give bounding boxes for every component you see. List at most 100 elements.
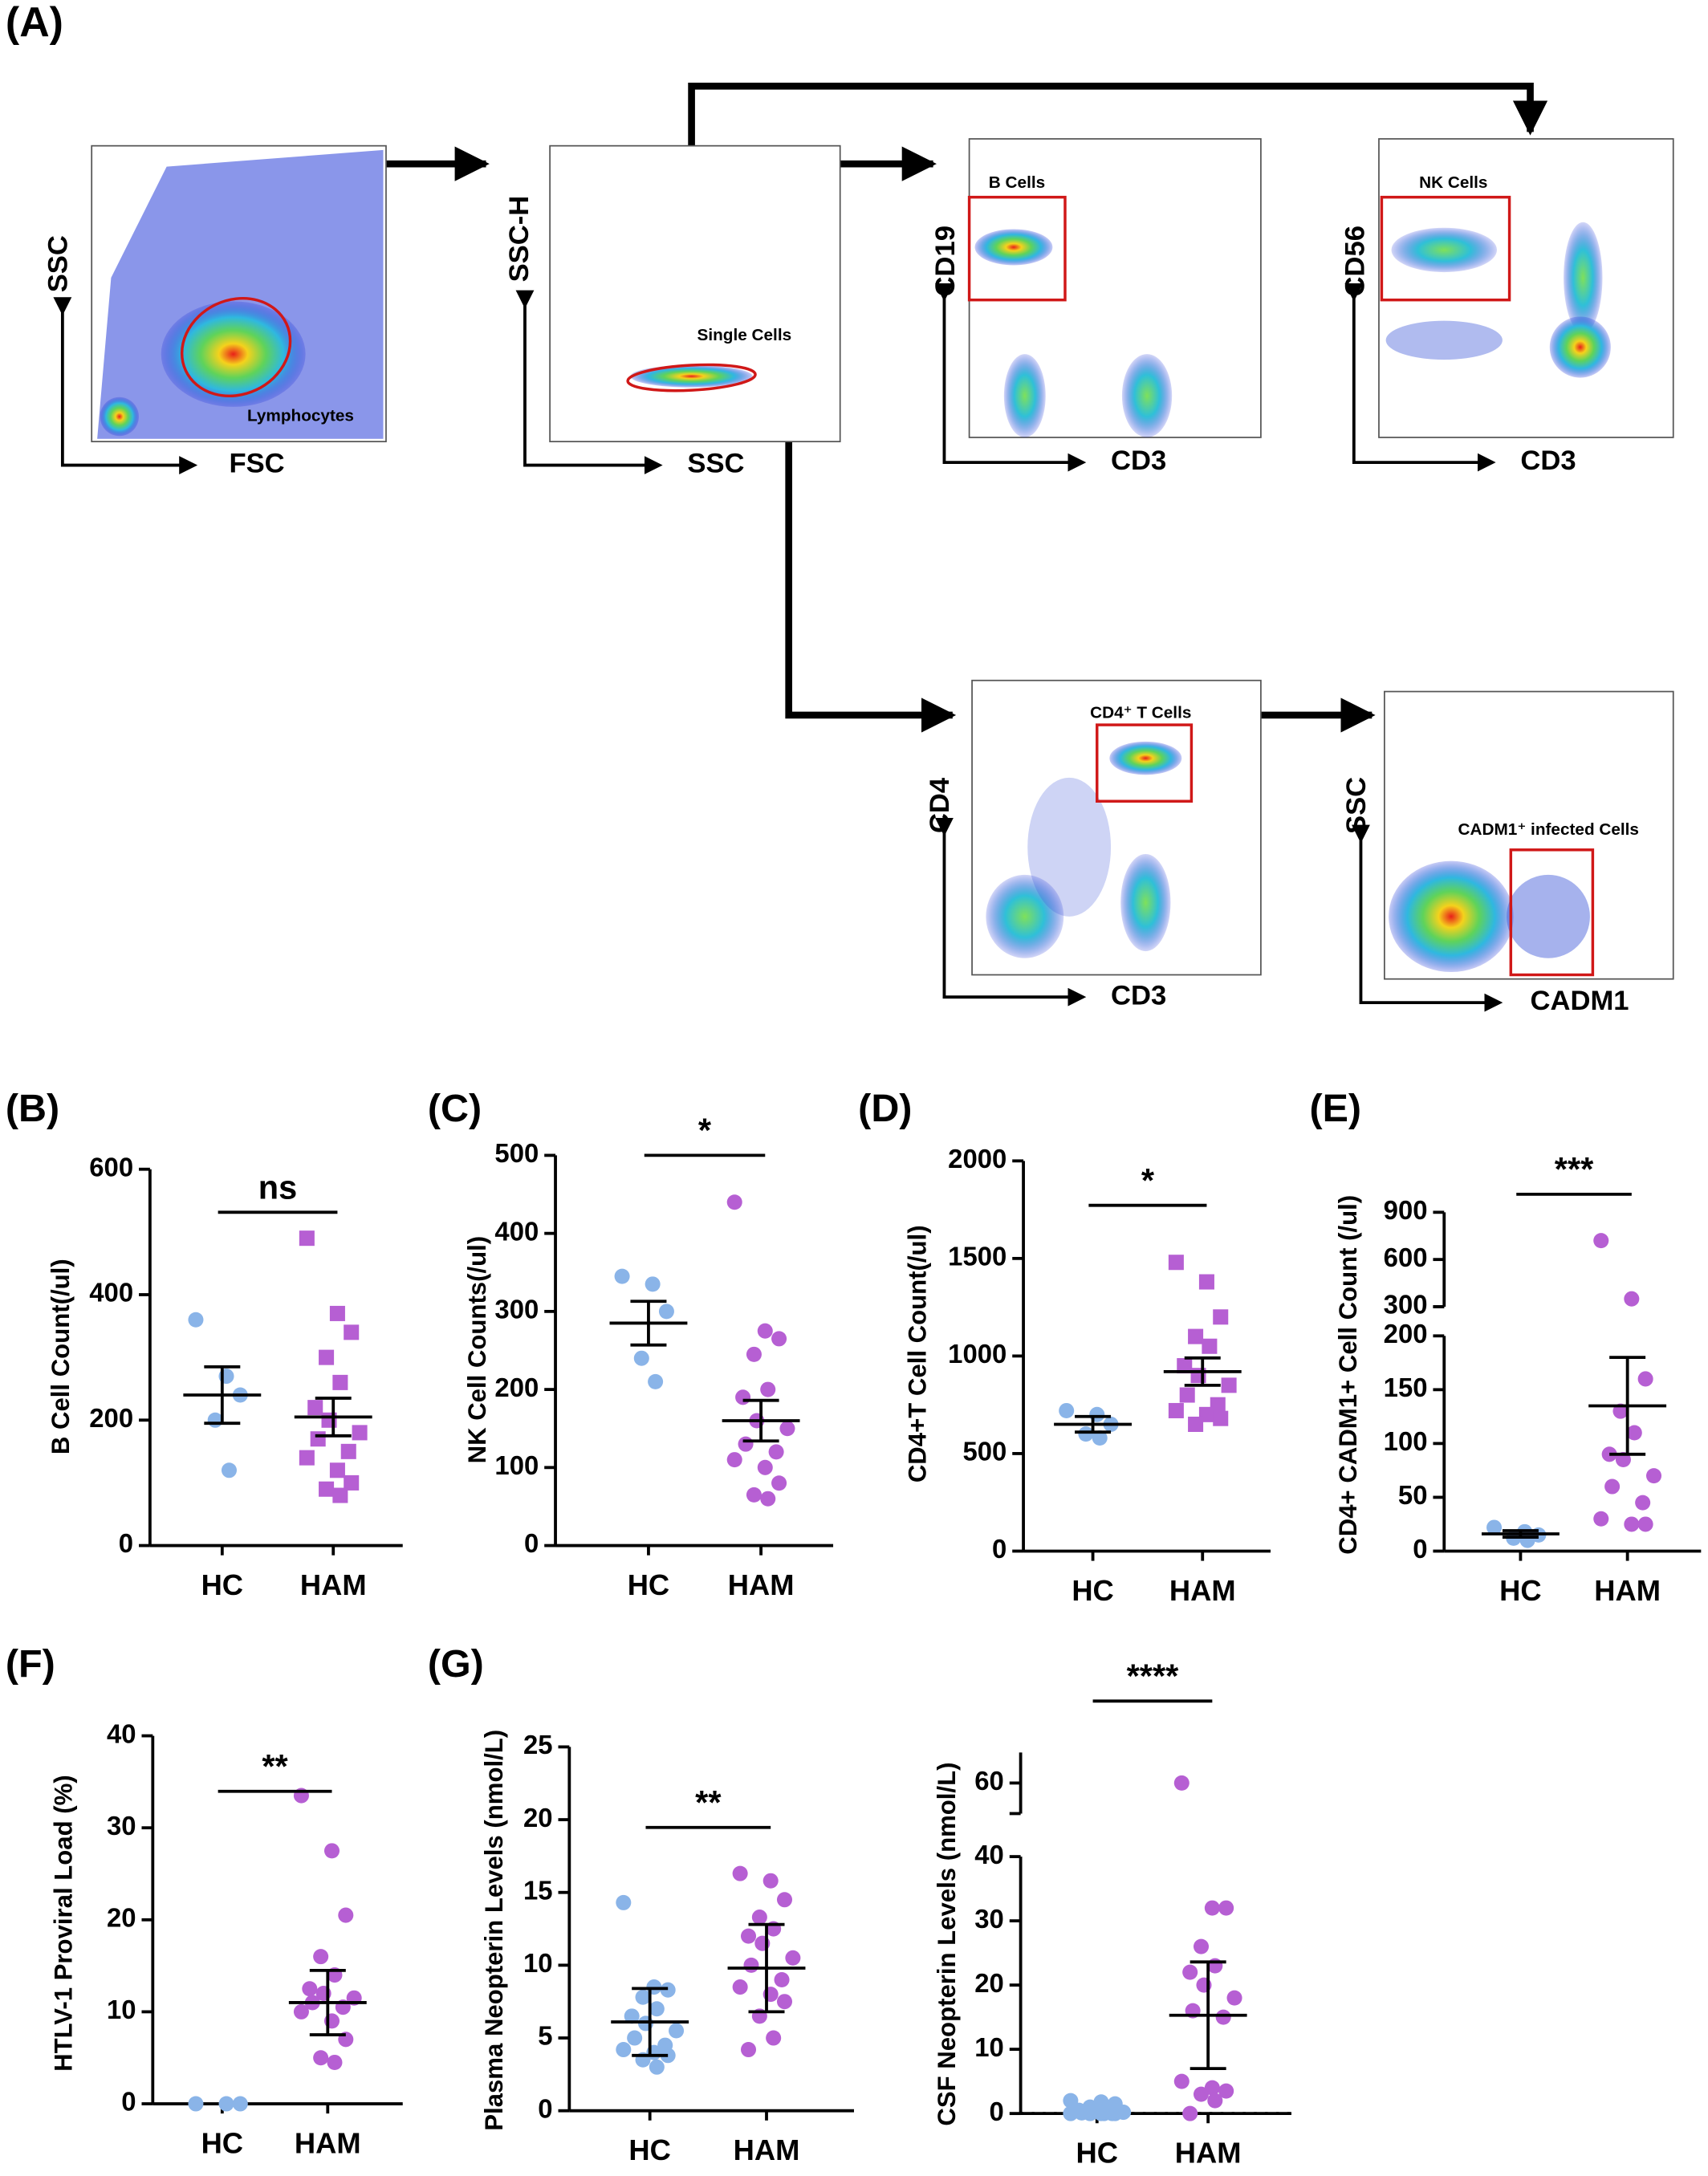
y-tick-label: 5 — [538, 2021, 552, 2051]
flow-plot: B Cells CD19 CD3 — [930, 138, 1262, 476]
data-point — [338, 1907, 354, 1923]
data-point — [732, 1865, 748, 1881]
data-point — [1637, 1371, 1653, 1387]
y-tick-label: 15 — [523, 1875, 553, 1905]
gate-label: CADM1⁺ infected Cells — [1458, 820, 1639, 839]
data-point — [1221, 1377, 1237, 1393]
data-point — [669, 2023, 685, 2039]
data-point — [762, 1873, 779, 1889]
data-point — [1226, 1990, 1242, 2006]
data-point — [1213, 1309, 1229, 1325]
x-axis-label: CD3 — [1520, 445, 1576, 476]
y-tick-label: 200 — [1384, 1319, 1428, 1348]
data-point — [1612, 1403, 1629, 1419]
y-tick-label: 300 — [494, 1295, 539, 1324]
y-axis-label: NK Cell Counts(/ul) — [463, 1236, 491, 1464]
data-point — [188, 1312, 204, 1328]
data-point — [310, 1431, 326, 1447]
y-tick-label: 500 — [494, 1138, 539, 1168]
data-point — [218, 2096, 234, 2112]
data-point — [207, 1412, 223, 1428]
data-point — [757, 1323, 773, 1339]
data-point — [726, 1194, 742, 1210]
data-point — [779, 1421, 795, 1437]
y-tick-label: 1500 — [948, 1242, 1007, 1271]
y-tick-label: 0 — [992, 1534, 1007, 1564]
data-point — [1624, 1516, 1640, 1532]
data-point — [302, 1981, 318, 1997]
y-tick-label: 0 — [1413, 1534, 1427, 1564]
data-point — [649, 2001, 665, 2017]
data-point — [1213, 1410, 1229, 1426]
data-point — [344, 1324, 360, 1340]
y-tick-label: 200 — [89, 1403, 133, 1433]
data-point — [1082, 2105, 1098, 2121]
x-tick-label: HAM — [1169, 1574, 1236, 1607]
data-point — [771, 1475, 787, 1491]
y-tick-label: 900 — [1384, 1195, 1428, 1225]
x-tick-label: HAM — [1175, 2137, 1242, 2170]
data-point — [751, 1910, 767, 1926]
x-axis-label: SSC — [687, 449, 744, 479]
data-point — [1645, 1468, 1662, 1484]
data-point — [352, 1425, 368, 1441]
y-axis-label: B Cell Count(/ul) — [47, 1259, 75, 1454]
data-point — [732, 1979, 748, 1995]
data-point — [313, 2050, 329, 2066]
data-point — [299, 1230, 315, 1247]
data-point — [1188, 1416, 1204, 1432]
data-point — [340, 1443, 356, 1459]
significance-label: **** — [1127, 1657, 1179, 1695]
data-point — [1063, 2105, 1079, 2121]
x-tick-label: HC — [201, 2127, 243, 2160]
y-tick-label: 400 — [89, 1278, 133, 1308]
flow-plot: CD4⁺ T Cells CD4 CD3 — [925, 679, 1262, 1011]
data-point — [635, 1989, 651, 2005]
x-tick-label: HAM — [300, 1568, 367, 1601]
panel-label: (G) — [428, 1642, 484, 1686]
data-point — [332, 1374, 348, 1390]
data-point — [616, 1894, 632, 1910]
y-axis-label: CD19 — [930, 226, 961, 296]
data-point — [735, 1389, 751, 1405]
data-point — [746, 1487, 762, 1503]
data-point — [743, 1957, 759, 1973]
data-point — [1182, 2105, 1198, 2121]
data-point — [1059, 1402, 1075, 1418]
data-point — [1193, 1938, 1210, 1954]
y-tick-label: 150 — [1384, 1373, 1428, 1402]
y-tick-label: 40 — [107, 1718, 136, 1748]
data-point — [1486, 1519, 1503, 1535]
data-point — [741, 1928, 757, 1944]
y-axis-label: SSC-H — [504, 196, 535, 283]
data-point — [648, 1373, 664, 1389]
y-tick-label: 100 — [494, 1450, 539, 1480]
y-tick-label: 2000 — [948, 1144, 1007, 1173]
y-tick-label: 50 — [1398, 1480, 1428, 1510]
y-tick-label: 25 — [523, 1730, 553, 1759]
x-axis-label: CD3 — [1111, 445, 1166, 476]
y-tick-label: 10 — [523, 1948, 553, 1978]
x-tick-label: HC — [1072, 1574, 1113, 1607]
data-point — [221, 1462, 237, 1478]
data-point — [1593, 1233, 1609, 1249]
x-axis-label: CADM1 — [1531, 986, 1629, 1016]
data-point — [1078, 1426, 1094, 1442]
data-point — [774, 1971, 790, 1988]
data-point — [1218, 2083, 1234, 2099]
data-point — [1207, 2093, 1223, 2109]
data-point — [1204, 1900, 1220, 1916]
data-point — [299, 1450, 315, 1466]
data-point — [658, 1304, 674, 1320]
data-point — [1204, 2080, 1220, 2096]
data-point — [785, 1950, 801, 1966]
y-tick-label: 0 — [119, 1528, 133, 1558]
x-axis-label: CD3 — [1111, 980, 1166, 1011]
y-axis-label: Plasma Neopterin Levels (nmol/L) — [480, 1730, 508, 2131]
significance-label: * — [1141, 1161, 1155, 1199]
data-point — [332, 1487, 348, 1503]
y-axis-label: CD4+T Cell Count(/ul) — [904, 1225, 932, 1483]
data-point — [293, 2003, 309, 2019]
gate-label: B Cells — [989, 173, 1045, 192]
